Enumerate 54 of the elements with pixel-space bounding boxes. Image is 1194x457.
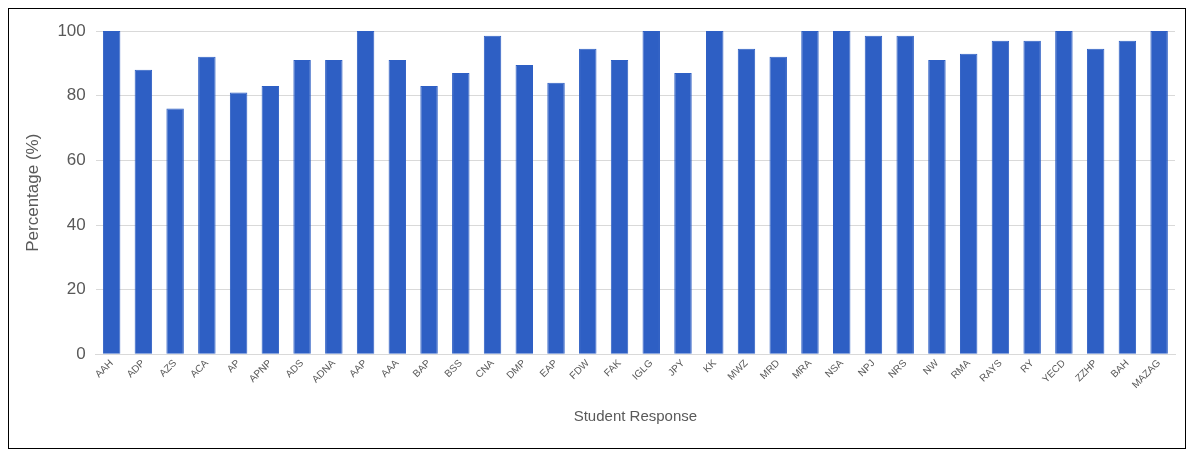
- x-tick-label: CNA: [473, 356, 497, 380]
- bar: [579, 48, 597, 354]
- bar: [293, 60, 311, 354]
- bar: [198, 56, 216, 354]
- bar: [896, 35, 914, 354]
- x-tick-label: AAA: [378, 356, 401, 380]
- bar: [801, 31, 819, 354]
- bar: [1055, 31, 1073, 354]
- bar: [102, 31, 121, 354]
- x-tick-label: NW: [920, 356, 941, 377]
- x-tick-label: RY: [1018, 356, 1036, 375]
- bar: [832, 31, 851, 354]
- bar: [1086, 48, 1105, 354]
- y-tick-label: 0: [76, 344, 86, 364]
- x-axis-title: Student Response: [573, 407, 698, 425]
- x-tick-label: NSA: [822, 356, 846, 380]
- bar: [706, 31, 724, 354]
- x-tick-label: AP: [224, 356, 243, 375]
- x-tick-label: BAP: [410, 356, 433, 380]
- bar: [420, 85, 438, 354]
- x-tick-label: BSS: [442, 356, 465, 380]
- bar: [737, 48, 756, 354]
- bar: [166, 108, 184, 354]
- bar: [452, 73, 470, 354]
- bar: [959, 53, 978, 354]
- bar: [991, 40, 1010, 354]
- y-tick-label: 80: [66, 85, 86, 105]
- bar: [928, 60, 946, 354]
- bar: [769, 56, 787, 354]
- y-tick-label: 20: [66, 279, 86, 299]
- bar: [864, 35, 883, 354]
- bar: [261, 85, 280, 354]
- x-tick-label: ACA: [187, 356, 211, 380]
- bar: [515, 64, 534, 354]
- bar: [1118, 40, 1137, 354]
- bar: [610, 60, 629, 354]
- y-tick-label: 40: [66, 214, 86, 234]
- bar: [547, 82, 565, 354]
- y-tick-label: 60: [66, 150, 86, 170]
- bar: [674, 73, 692, 354]
- bar: [388, 60, 407, 354]
- bar: [134, 69, 153, 354]
- y-axis-title: Percentage (%): [22, 133, 42, 252]
- x-tick-label: KK: [700, 356, 719, 375]
- bar: [642, 31, 660, 354]
- x-tick-label: JPY: [665, 356, 687, 378]
- bar: [1150, 31, 1168, 354]
- bar: [356, 31, 375, 354]
- y-tick-label: 100: [57, 20, 86, 40]
- bar: [229, 92, 248, 354]
- x-tick-label: EAP: [537, 356, 560, 380]
- bar: [325, 60, 343, 354]
- bar: [483, 35, 502, 354]
- x-tick-label: AZS: [156, 356, 179, 379]
